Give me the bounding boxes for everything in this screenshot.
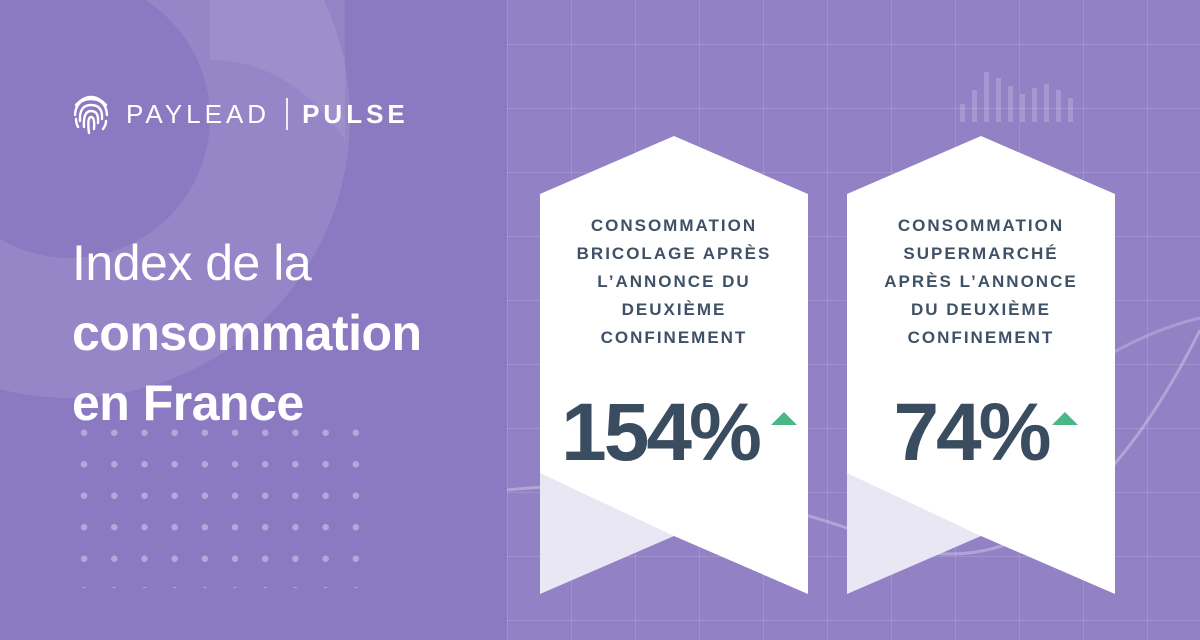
- logo-separator: [286, 98, 289, 130]
- title-line-3: en France: [72, 375, 304, 431]
- page-title: Index de la consommation en France: [72, 228, 422, 438]
- card-shape: [540, 136, 808, 594]
- stat-label: CONSOMMATION BRICOLAGE APRÈS L’ANNONCE D…: [540, 212, 808, 352]
- dot-pattern: [80, 428, 380, 588]
- stat-label-line: BRICOLAGE APRÈS: [576, 244, 772, 263]
- stat-label-line: SUPERMARCHÉ: [903, 244, 1059, 263]
- stat-label-line: DEUXIÈME: [621, 300, 727, 319]
- stat-label-line: CONSOMMATION: [590, 216, 758, 235]
- stat-label-line: CONFINEMENT: [600, 328, 748, 347]
- title-line-2: consommation: [72, 305, 422, 361]
- mini-bars-decoration: [960, 72, 1073, 122]
- stat-value: 74%: [893, 387, 1051, 478]
- wave-line-2: [1099, 316, 1200, 362]
- decorative-ring: [0, 0, 350, 398]
- fingerprint-icon: [73, 95, 109, 135]
- decorative-arc: [210, 0, 345, 140]
- stat-label: CONSOMMATION SUPERMARCHÉ APRÈS L’ANNONCE…: [847, 212, 1115, 352]
- stat-label-line: L’ANNONCE DU: [597, 272, 751, 291]
- stat-label-line: CONSOMMATION: [897, 216, 1065, 235]
- stat-value: 154%: [561, 387, 762, 478]
- stat-card-bricolage: CONSOMMATION BRICOLAGE APRÈS L’ANNONCE D…: [540, 136, 808, 594]
- brand-name: PAYLEAD: [126, 98, 271, 129]
- logo: PAYLEAD PULSE: [72, 86, 409, 142]
- product-name: PULSE: [302, 98, 409, 129]
- card-shape: [847, 136, 1115, 594]
- title-line-1: Index de la: [72, 235, 312, 291]
- trend-up-arrow-icon: [771, 412, 797, 425]
- trend-up-arrow-icon: [1052, 412, 1078, 425]
- stat-label-line: APRÈS L’ANNONCE: [884, 272, 1078, 291]
- stat-card-supermarche: CONSOMMATION SUPERMARCHÉ APRÈS L’ANNONCE…: [847, 136, 1115, 594]
- stat-label-line: CONFINEMENT: [907, 328, 1055, 347]
- stat-label-line: DU DEUXIÈME: [910, 300, 1052, 319]
